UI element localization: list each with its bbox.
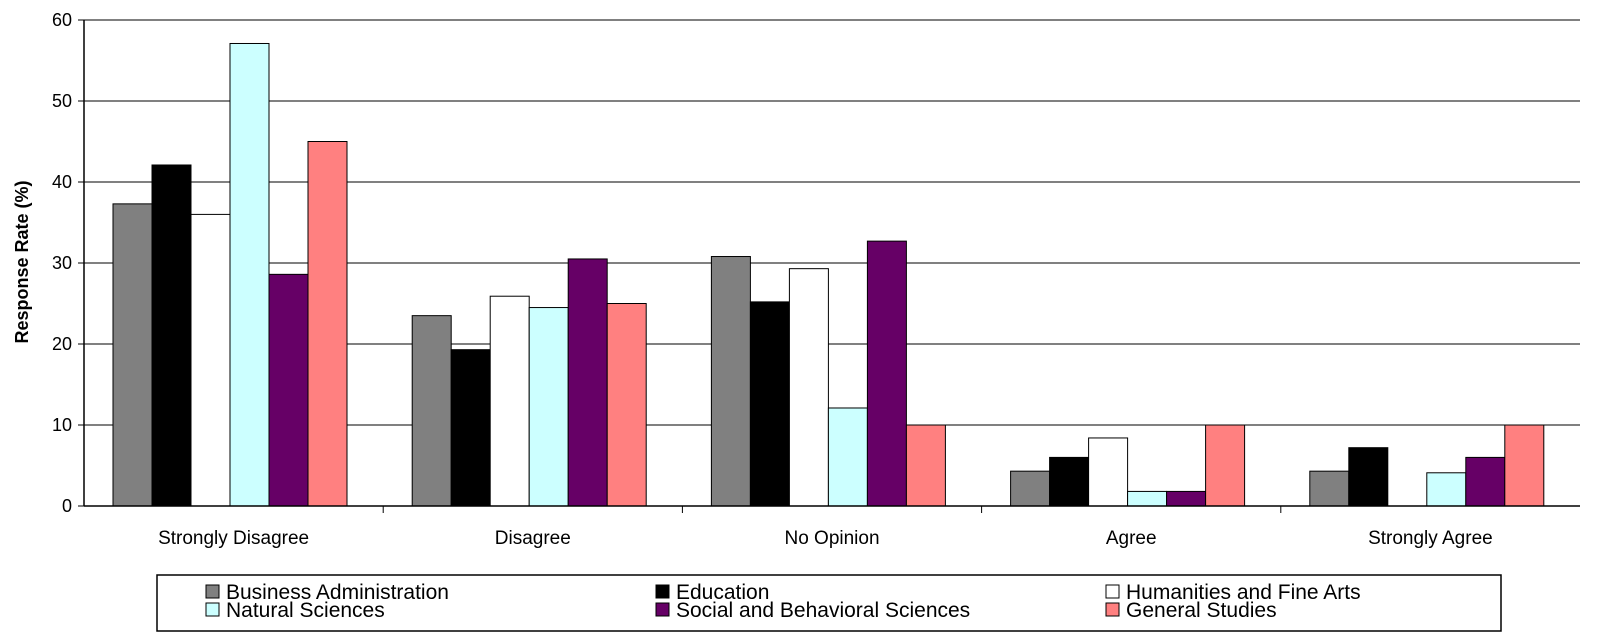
bar-general-studies-1 — [606, 303, 647, 507]
y-tick-label: 0 — [62, 496, 72, 516]
bar-business-administration-1 — [411, 315, 452, 507]
bar-general-studies-0 — [307, 141, 348, 507]
legend-swatch — [655, 584, 670, 599]
legend-label: Business Administration — [226, 581, 449, 604]
legend-box — [156, 574, 1502, 632]
legend-swatch — [205, 602, 220, 617]
legend-swatch — [1105, 602, 1120, 617]
y-axis-title: Response Rate (%) — [12, 180, 32, 343]
legend-label: Education — [676, 581, 769, 604]
legend-label: Natural Sciences — [226, 599, 385, 622]
bar-humanities-and-fine-arts-2 — [788, 268, 829, 507]
bar-natural-sciences-1 — [528, 307, 569, 507]
legend-swatch — [205, 584, 220, 599]
bar-social-and-behavioral-sciences-4 — [1465, 456, 1506, 507]
bar-social-and-behavioral-sciences-3 — [1166, 490, 1207, 507]
y-tick-label: 50 — [52, 91, 72, 111]
bar-education-0 — [151, 164, 192, 507]
bar-natural-sciences-0 — [229, 42, 270, 507]
legend-swatch — [1105, 584, 1120, 599]
bar-humanities-and-fine-arts-3 — [1088, 437, 1129, 507]
bar-natural-sciences-4 — [1426, 472, 1467, 507]
x-category-label: Disagree — [495, 528, 571, 549]
bar-general-studies-2 — [905, 424, 946, 507]
axes — [78, 19, 1580, 513]
x-category-label: Agree — [1106, 528, 1157, 549]
y-tick-label: 10 — [52, 415, 72, 435]
bar-education-3 — [1049, 456, 1090, 507]
bar-social-and-behavioral-sciences-0 — [268, 273, 309, 507]
legend-label: Humanities and Fine Arts — [1126, 581, 1361, 604]
bar-business-administration-3 — [1010, 470, 1051, 507]
x-category-label: No Opinion — [784, 528, 879, 549]
bar-education-4 — [1348, 447, 1389, 507]
bar-humanities-and-fine-arts-0 — [190, 213, 231, 507]
legend-label: Social and Behavioral Sciences — [676, 599, 970, 622]
x-category-label: Strongly Agree — [1368, 528, 1493, 549]
bar-education-2 — [749, 301, 790, 507]
legend-swatch — [655, 602, 670, 617]
bar-general-studies-3 — [1205, 424, 1246, 507]
bar-general-studies-4 — [1504, 424, 1545, 507]
y-tick-label: 30 — [52, 253, 72, 273]
legend: Business Administration Education Humaniti… — [156, 574, 1502, 632]
bar-business-administration-2 — [710, 256, 751, 507]
y-tick-labels: 0 10 20 30 40 50 60 — [52, 10, 72, 516]
bar-education-1 — [450, 349, 491, 507]
x-category-labels: Strongly Disagree Disagree No Opinion Agree… — [158, 528, 1493, 549]
bar-natural-sciences-3 — [1127, 490, 1168, 507]
legend-label: General Studies — [1126, 599, 1277, 622]
bar-social-and-behavioral-sciences-2 — [866, 240, 907, 507]
y-tick-label: 60 — [52, 10, 72, 30]
bars — [112, 42, 1545, 507]
bar-business-administration-4 — [1309, 470, 1350, 507]
x-category-label: Strongly Disagree — [158, 528, 309, 549]
bar-humanities-and-fine-arts-1 — [489, 295, 530, 507]
bar-business-administration-0 — [112, 203, 153, 507]
y-tick-label: 20 — [52, 334, 72, 354]
y-tick-label: 40 — [52, 172, 72, 192]
bar-natural-sciences-2 — [827, 407, 868, 507]
bar-social-and-behavioral-sciences-1 — [567, 258, 608, 507]
